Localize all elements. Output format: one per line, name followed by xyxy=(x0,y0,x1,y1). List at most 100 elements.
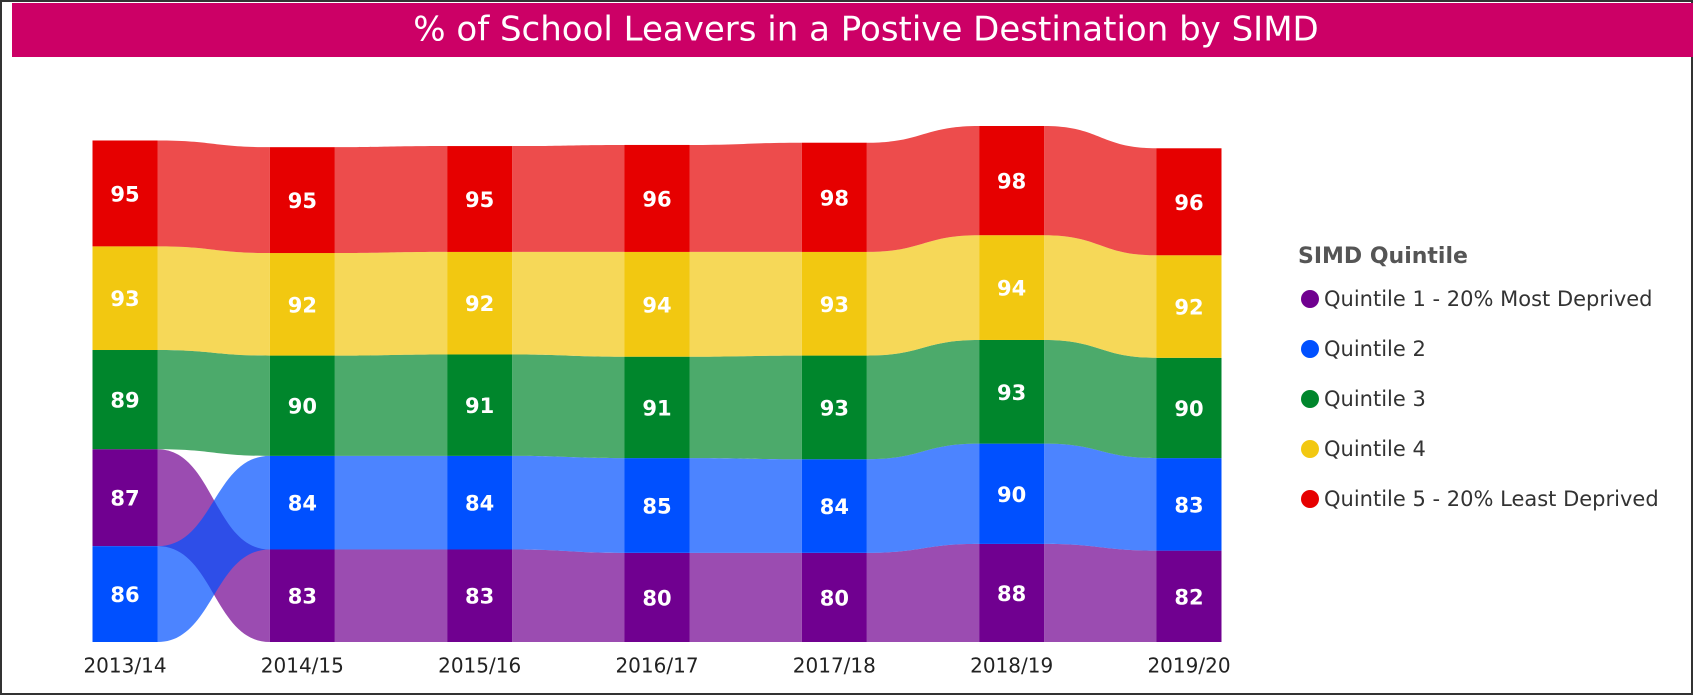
ribbons xyxy=(157,126,1157,642)
segment xyxy=(979,443,1045,544)
legend-marker xyxy=(1301,440,1319,458)
segment xyxy=(92,350,158,450)
segment xyxy=(801,355,867,460)
data-label: 84 xyxy=(288,492,317,516)
segment xyxy=(269,355,335,456)
ribbon xyxy=(689,251,802,357)
data-label: 96 xyxy=(1174,191,1203,215)
segment xyxy=(92,246,158,351)
data-label: 84 xyxy=(820,495,849,519)
segment xyxy=(979,543,1045,642)
data-label: 96 xyxy=(642,187,671,211)
data-label: 80 xyxy=(642,586,671,610)
segment xyxy=(447,354,513,456)
data-label: 90 xyxy=(288,395,317,419)
ribbon xyxy=(689,142,802,252)
legend-marker xyxy=(1301,490,1319,508)
title-bar xyxy=(12,3,1693,57)
segment xyxy=(447,146,513,252)
ribbon xyxy=(866,543,980,642)
segment xyxy=(447,251,513,355)
ribbon xyxy=(512,354,625,459)
ribbon xyxy=(334,354,448,456)
legend-label: Quintile 5 - 20% Least Deprived xyxy=(1324,487,1659,511)
legend-marker xyxy=(1301,290,1319,308)
segment xyxy=(447,455,513,550)
legend-title: SIMD Quintile xyxy=(1298,244,1468,269)
ribbon xyxy=(334,549,448,642)
segment xyxy=(447,549,513,642)
data-label: 87 xyxy=(110,487,139,511)
segment xyxy=(269,253,335,356)
ribbon xyxy=(1044,126,1157,256)
legend-label: Quintile 4 xyxy=(1324,437,1426,461)
data-label: 91 xyxy=(465,394,494,418)
ribbon xyxy=(512,455,625,553)
segment xyxy=(801,142,867,252)
data-label: 95 xyxy=(288,189,317,213)
segment xyxy=(624,552,690,642)
ribbon xyxy=(866,126,980,252)
ribbon xyxy=(512,251,625,357)
data-label: 94 xyxy=(997,277,1026,301)
x-tick-label: 2013/14 xyxy=(83,654,166,678)
data-label: 92 xyxy=(288,293,317,317)
legend-marker xyxy=(1301,340,1319,358)
ribbon xyxy=(1044,443,1157,551)
segment xyxy=(1156,357,1222,459)
segment xyxy=(979,235,1045,340)
data-label: 86 xyxy=(110,583,139,607)
ribbon xyxy=(334,455,448,550)
data-label: 93 xyxy=(997,381,1026,405)
ribbon xyxy=(1044,543,1157,642)
data-label: 98 xyxy=(820,186,849,210)
chart-title: % of School Leavers in a Postive Destina… xyxy=(413,10,1318,50)
segment xyxy=(269,549,335,642)
x-tick-label: 2017/18 xyxy=(793,654,876,678)
data-label: 95 xyxy=(465,188,494,212)
legend-marker xyxy=(1301,390,1319,408)
columns: 87 83 83 80 80 88 82 86 84 84 85 84 90 83 89 90 91 91 93 93… xyxy=(92,126,1222,642)
segment xyxy=(801,251,867,356)
data-label: 83 xyxy=(288,585,317,609)
legend-label: Quintile 1 - 20% Most Deprived xyxy=(1324,287,1653,311)
data-label: 88 xyxy=(997,582,1026,606)
data-label: 83 xyxy=(465,585,494,609)
segment xyxy=(92,546,158,642)
segment xyxy=(269,147,335,254)
segment xyxy=(92,140,158,247)
segment xyxy=(269,455,335,550)
legend-label: Quintile 2 xyxy=(1324,337,1426,361)
ribbon xyxy=(689,552,802,642)
x-tick-label: 2016/17 xyxy=(615,654,698,678)
x-tick-label: 2015/16 xyxy=(438,654,521,678)
data-label: 94 xyxy=(642,293,671,317)
ribbon xyxy=(1044,235,1157,358)
data-label: 80 xyxy=(820,586,849,610)
segment xyxy=(801,552,867,642)
ribbon xyxy=(157,246,270,356)
segment xyxy=(1156,255,1222,358)
segment xyxy=(92,449,158,547)
ribbon xyxy=(157,350,270,456)
segment xyxy=(979,126,1045,236)
segment xyxy=(979,339,1045,444)
data-label: 93 xyxy=(820,293,849,317)
ribbon xyxy=(689,355,802,460)
ribbon xyxy=(334,146,448,254)
segment xyxy=(624,458,690,553)
data-label: 89 xyxy=(110,389,139,413)
data-label: 90 xyxy=(1174,397,1203,421)
data-label: 92 xyxy=(1174,296,1203,320)
data-label: 85 xyxy=(642,494,671,518)
ribbon xyxy=(689,458,802,553)
x-tick-label: 2019/20 xyxy=(1147,654,1230,678)
ribbon xyxy=(866,443,980,553)
data-label: 92 xyxy=(465,292,494,316)
data-label: 84 xyxy=(465,492,494,516)
data-label: 93 xyxy=(110,287,139,311)
ribbon xyxy=(512,549,625,642)
segment xyxy=(1156,148,1222,256)
data-label: 83 xyxy=(1174,493,1203,517)
